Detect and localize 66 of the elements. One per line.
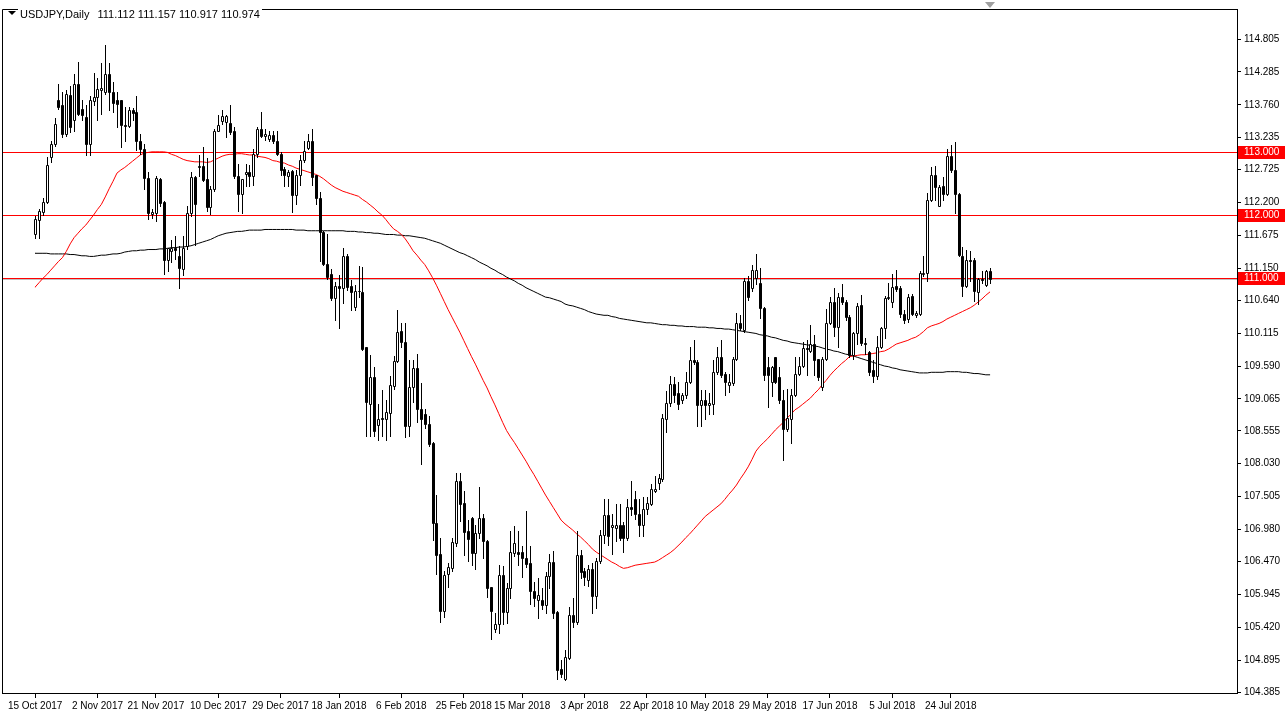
y-tick-label: 110.640: [1244, 294, 1280, 306]
x-tick-label: 15 Mar 2018: [494, 699, 551, 711]
candlestick: [268, 130, 271, 143]
x-tick-label: 21 Nov 2017: [127, 699, 185, 711]
candlestick: [989, 267, 992, 285]
y-tick-label: 105.945: [1244, 588, 1281, 600]
candlestick: [576, 530, 579, 626]
candlestick: [743, 277, 746, 334]
chart-subtitle: 111.112 111.157 110.917 110.974: [97, 8, 260, 20]
chart-title: USDJPY,Daily: [20, 8, 90, 20]
y-tick-label: 106.980: [1244, 523, 1281, 535]
x-tick-label: 29 May 2018: [738, 699, 797, 711]
candlestick: [946, 148, 949, 197]
ref-line-label: 111.000: [1244, 272, 1280, 284]
x-tick-label: 3 Apr 2018: [560, 699, 610, 711]
candlestick: [354, 284, 357, 312]
x-tick-label: 10 May 2018: [676, 699, 735, 711]
candlestick: [591, 562, 594, 615]
y-tick-label: 110.115: [1244, 326, 1280, 338]
x-tick-label: 15 Oct 2017: [7, 699, 63, 711]
candlestick: [891, 273, 894, 309]
candlestick: [537, 577, 540, 620]
y-tick-label: 113.760: [1244, 98, 1280, 110]
ref-line-label: 113.000: [1244, 146, 1280, 158]
y-tick-label: 106.470: [1244, 555, 1281, 567]
y-tick-label: 112.725: [1244, 163, 1280, 175]
y-tick-label: 109.590: [1244, 359, 1281, 371]
y-tick-label: 114.285: [1244, 65, 1280, 77]
x-tick-label: 18 Jan 2018: [311, 699, 367, 711]
y-tick-label: 111.150: [1244, 262, 1280, 274]
candlestick: [677, 381, 680, 411]
y-tick-label: 104.385: [1244, 685, 1281, 697]
ref-line-label: 112.000: [1244, 209, 1280, 221]
x-tick-label: 29 Dec 2017: [252, 699, 310, 711]
candlestick: [225, 114, 228, 139]
candlestick: [498, 564, 501, 635]
y-tick-label: 109.065: [1244, 392, 1281, 404]
candlestick: [404, 322, 407, 439]
x-tick-label: 25 Feb 2018: [435, 699, 493, 711]
y-tick-label: 108.030: [1244, 457, 1281, 469]
candlestick: [985, 269, 988, 288]
y-tick-label: 113.235: [1244, 131, 1280, 143]
candlestick: [381, 389, 384, 438]
y-tick-label: 108.555: [1244, 424, 1281, 436]
x-tick-label: 5 Jul 2018: [869, 699, 916, 711]
candlestick: [245, 163, 248, 188]
y-tick-label: 114.805: [1244, 33, 1280, 45]
candlestick: [135, 95, 138, 152]
x-tick-label: 6 Feb 2018: [376, 699, 428, 711]
candlestick: [907, 293, 910, 324]
candlestick: [291, 169, 294, 214]
candlestick: [471, 516, 474, 567]
y-tick-label: 107.505: [1244, 490, 1281, 502]
y-tick-label: 105.420: [1244, 620, 1281, 632]
candlestick: [642, 496, 645, 538]
y-tick-label: 112.200: [1244, 196, 1280, 208]
candlestick: [174, 235, 177, 261]
x-tick-label: 22 Apr 2018: [619, 699, 675, 711]
x-tick-label: 24 Jul 2018: [924, 699, 978, 711]
y-tick-label: 104.895: [1244, 653, 1281, 665]
x-tick-label: 10 Dec 2017: [189, 699, 248, 711]
x-tick-label: 17 Jun 2018: [802, 699, 858, 711]
candlestick: [65, 89, 68, 138]
y-tick-label: 111.675: [1244, 229, 1280, 241]
x-tick-label: 2 Nov 2017: [71, 699, 124, 711]
candlestick: [155, 175, 158, 223]
